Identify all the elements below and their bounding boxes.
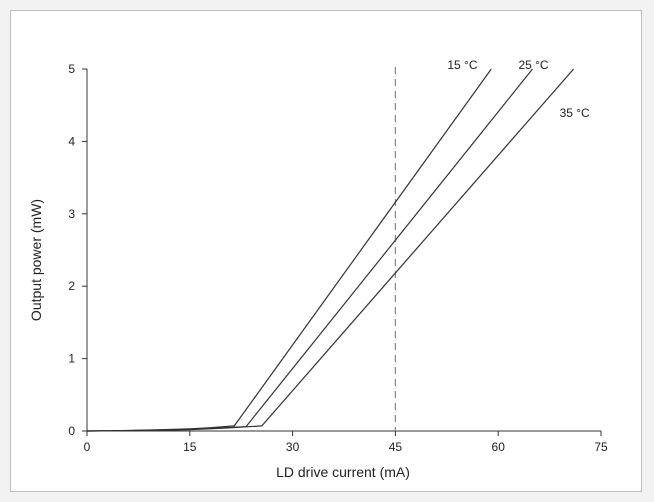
x-tick-label: 30 [286, 440, 300, 454]
series-label: 35 °C [560, 106, 590, 120]
series-label: 15 °C [447, 58, 477, 72]
y-tick-label: 2 [68, 279, 75, 293]
axes [86, 69, 601, 432]
y-tick-label: 1 [68, 352, 75, 366]
x-tick-label: 0 [84, 440, 91, 454]
x-tick-label: 15 [183, 440, 197, 454]
y-tick-label: 4 [68, 134, 75, 148]
x-tick-label: 75 [594, 440, 608, 454]
series-labels: 15 °C 25 °C 35 °C [447, 58, 590, 120]
x-axis-title: LD drive current (mA) [276, 464, 410, 480]
y-tick-label: 5 [68, 62, 75, 76]
x-tick-label: 45 [389, 440, 403, 454]
series-label: 25 °C [518, 58, 548, 72]
series-line [86, 68, 492, 432]
series-line [86, 68, 533, 432]
series-line [86, 68, 575, 432]
series-lines [86, 68, 575, 432]
y-tick-label: 3 [68, 207, 75, 221]
y-axis-title: Output power (mW) [28, 199, 44, 321]
x-tick-label: 60 [492, 440, 506, 454]
y-tick-label: 0 [68, 424, 75, 438]
chart-frame: 0 15 30 45 60 75 0 1 2 3 4 5 15 °C 25 °C 35 °C LD dri… [10, 10, 642, 492]
